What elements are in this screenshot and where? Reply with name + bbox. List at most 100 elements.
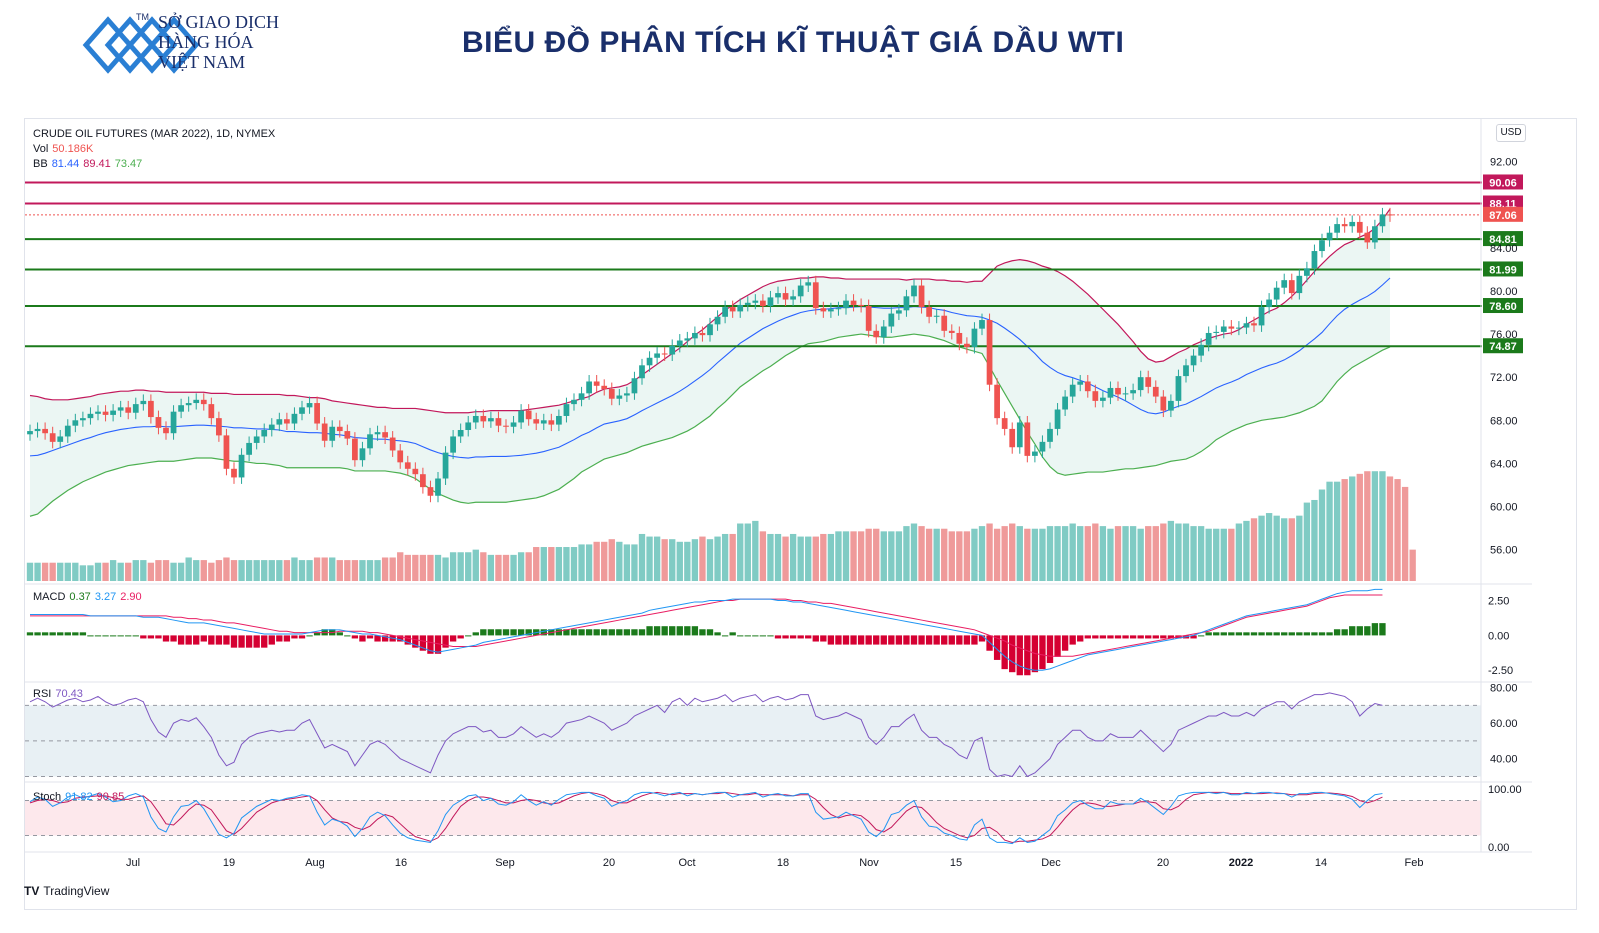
candle-body-114 xyxy=(888,313,895,327)
candle-body-102 xyxy=(797,285,804,297)
macd-hist-bar-179 xyxy=(1379,623,1386,636)
candle-body-175 xyxy=(1349,221,1356,227)
volume-bar-73 xyxy=(578,544,585,581)
volume-bar-147 xyxy=(1137,528,1144,581)
candle-body-150 xyxy=(1160,396,1167,411)
macd-hist-bar-20 xyxy=(177,635,185,645)
candle-body-151 xyxy=(1168,400,1174,411)
legend-volume: Vol 50.186K xyxy=(33,143,97,155)
macd-hist-bar-71 xyxy=(563,629,570,636)
candle-body-36 xyxy=(299,407,305,414)
macd-hist-bar-97 xyxy=(759,635,767,637)
macd-hist-bar-176 xyxy=(1356,626,1363,636)
volume-bar-77 xyxy=(608,539,615,581)
candle-body-139 xyxy=(1077,381,1084,385)
macd-hist-bar-178 xyxy=(1371,623,1379,636)
candle-body-172 xyxy=(1326,232,1333,241)
candle-body-26 xyxy=(223,435,230,469)
candle-body-35 xyxy=(291,413,298,424)
volume-bar-172 xyxy=(1326,481,1333,581)
candle-body-6 xyxy=(72,420,79,426)
volume-bar-27 xyxy=(230,560,238,581)
level-label-3: 84.81 xyxy=(1489,234,1517,246)
volume-bar-94 xyxy=(737,523,744,581)
macd-hist-bar-47 xyxy=(381,635,389,642)
candle-body-153 xyxy=(1183,365,1189,377)
legend-vol-value: 50.186K xyxy=(52,143,94,155)
macd-hist-bar-101 xyxy=(789,635,797,639)
candle-body-167 xyxy=(1288,280,1295,294)
candle-body-129 xyxy=(1001,418,1008,429)
candle-body-93 xyxy=(729,307,736,312)
macd-hist-bar-130 xyxy=(1009,635,1016,673)
candle-body-27 xyxy=(231,468,237,478)
candle-body-168 xyxy=(1296,275,1303,294)
macd-hist-bar-23 xyxy=(200,635,207,642)
candle-body-147 xyxy=(1137,377,1144,391)
volume-bar-15 xyxy=(140,560,147,581)
volume-bar-182 xyxy=(1401,486,1409,581)
macd-hist-bar-1 xyxy=(34,632,41,636)
volume-bar-139 xyxy=(1077,526,1084,581)
volume-bar-160 xyxy=(1235,523,1243,581)
volume-bar-168 xyxy=(1296,515,1303,581)
candle-body-45 xyxy=(367,434,373,449)
volume-bar-52 xyxy=(419,554,427,581)
candle-body-87 xyxy=(684,338,691,341)
candle-body-132 xyxy=(1024,422,1031,456)
time-tick-1: 19 xyxy=(223,857,235,869)
chart-frame[interactable] xyxy=(24,118,1577,910)
candle-body-39 xyxy=(321,423,328,441)
currency-badge[interactable]: USD xyxy=(1496,124,1526,142)
level-tag-3 xyxy=(1483,231,1523,247)
candle-body-73 xyxy=(578,393,585,400)
macd-hist-bar-76 xyxy=(601,629,608,636)
volume-bar-108 xyxy=(842,531,850,581)
macd-hist-bar-73 xyxy=(578,629,585,636)
time-tick-7: 18 xyxy=(777,857,789,869)
macd-hist-bar-118 xyxy=(918,635,925,645)
candle-body-137 xyxy=(1062,396,1068,410)
volume-bar-60 xyxy=(480,552,487,581)
volume-bar-166 xyxy=(1281,518,1288,581)
macd-hist-bar-111 xyxy=(865,635,872,645)
candle-body-74 xyxy=(586,381,592,394)
volume-bars xyxy=(26,471,1416,581)
stoch-band xyxy=(25,800,1481,836)
time-tick-5: 20 xyxy=(603,857,615,869)
macd-hist-bar-54 xyxy=(434,635,442,654)
candle-body-81 xyxy=(639,365,645,379)
volume-bar-75 xyxy=(593,541,600,581)
legend-vol-label: Vol xyxy=(33,143,49,155)
macd-hist-bar-85 xyxy=(669,626,676,636)
macd-hist-bar-168 xyxy=(1296,632,1303,636)
candle-body-58 xyxy=(465,422,472,430)
macd-hist-bar-114 xyxy=(888,635,895,645)
volume-bar-62 xyxy=(495,554,502,581)
trademark-mark: TM xyxy=(136,12,149,22)
macd-hist-bar-15 xyxy=(140,635,147,639)
volume-bar-88 xyxy=(691,539,699,581)
macd-hist-bar-28 xyxy=(238,635,245,648)
macd-hist-bar-45 xyxy=(366,635,374,639)
macd-hist-bar-128 xyxy=(993,635,1001,660)
volume-bar-90 xyxy=(706,539,714,581)
candle-body-106 xyxy=(828,309,834,312)
candle-body-128 xyxy=(994,384,1000,419)
candle-body-134 xyxy=(1039,441,1046,452)
time-tick-8: Nov xyxy=(859,857,879,869)
macd-hist-bar-61 xyxy=(487,629,495,636)
volume-bar-8 xyxy=(87,565,94,581)
candle-body-72 xyxy=(571,399,577,405)
macd-hist-bar-174 xyxy=(1341,629,1348,636)
macd-hist-bar-177 xyxy=(1364,626,1371,636)
legend-stoch: Stoch 91.82 90.85 xyxy=(33,791,128,803)
candle-body-157 xyxy=(1213,331,1220,333)
exchange-name: SỞ GIAO DỊCH HÀNG HÓA VIỆT NAM xyxy=(158,12,279,72)
macd-hist-bar-131 xyxy=(1016,635,1023,676)
volume-bar-69 xyxy=(548,547,555,581)
macd-hist-bar-70 xyxy=(555,629,563,636)
macd-hist-bar-5 xyxy=(64,632,71,636)
